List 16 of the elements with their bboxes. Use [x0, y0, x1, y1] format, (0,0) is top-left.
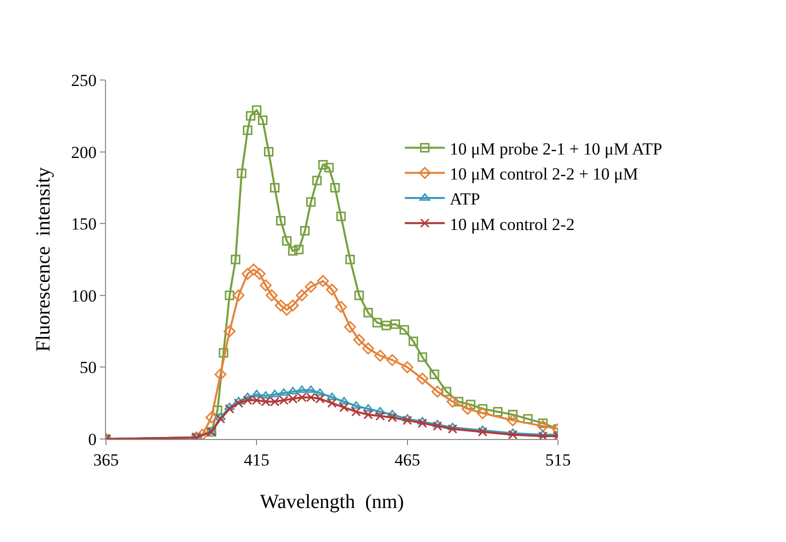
x-tick-label: 415 [244, 450, 270, 470]
x-tick-label: 365 [93, 450, 119, 470]
y-tick-label: 200 [71, 142, 97, 162]
y-tick-label: 50 [80, 358, 97, 378]
legend-label: 10 μM control 2-2 [450, 214, 575, 234]
y-axis-title: Fluorescence intensity [32, 167, 55, 352]
x-tick-label: 515 [545, 450, 571, 470]
legend-label: 10 μM probe 2-1 + 10 μM ATP [450, 139, 662, 158]
x-axis-title: Wavelength (nm) [260, 490, 404, 513]
x-tick-label: 465 [394, 450, 420, 470]
y-tick-label: 100 [71, 286, 97, 306]
y-tick-label: 0 [88, 430, 97, 449]
legend-label: ATP [450, 190, 480, 209]
y-tick-label: 150 [71, 214, 97, 234]
legend-label: 10 μM control 2-2 + 10 μM [450, 164, 638, 184]
y-tick-label: 250 [71, 70, 97, 90]
